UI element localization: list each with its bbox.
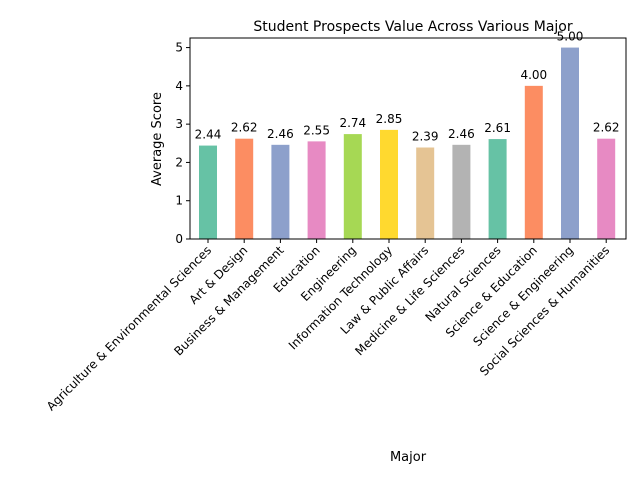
bar — [380, 129, 398, 239]
plot-area: 2.44 2.62 2.46 2.55 2.74 2.85 2.39 2.46 2.61 4.00… — [195, 30, 620, 240]
bar — [416, 147, 435, 239]
plot-frame — [189, 37, 627, 240]
bar-value-label: 2.55 — [303, 123, 330, 137]
bar-value-label: 2.62 — [231, 121, 258, 135]
y-tick-label: 3 — [175, 117, 183, 131]
y-axis: 0 1 2 3 4 5 — [175, 41, 190, 246]
bar — [199, 145, 217, 239]
bar-value-label: 2.39 — [412, 129, 439, 143]
bar — [597, 138, 616, 239]
x-tick-label: Agriculture & Environmental Sciences — [44, 243, 214, 413]
bar-value-label: 2.44 — [195, 128, 222, 142]
bar-value-label: 5.00 — [557, 30, 584, 44]
bar — [271, 144, 290, 239]
bar — [452, 144, 471, 239]
bar — [235, 138, 254, 239]
bar-value-label: 2.46 — [267, 127, 294, 141]
y-axis-label: Average Score — [150, 92, 165, 186]
bar — [488, 139, 507, 239]
bar — [307, 141, 326, 239]
x-axis-label: Major — [390, 450, 427, 465]
bar — [561, 47, 579, 240]
bar-value-label: 2.74 — [339, 116, 366, 130]
bar-value-label: 2.61 — [484, 121, 511, 135]
bar-value-label: 2.85 — [376, 112, 403, 126]
bar — [343, 134, 362, 239]
bar-value-label: 2.62 — [593, 121, 620, 135]
y-tick-label: 1 — [175, 194, 183, 208]
y-tick-label: 2 — [175, 155, 183, 169]
bar-value-label: 4.00 — [520, 68, 547, 82]
y-tick-label: 0 — [175, 232, 183, 246]
bar — [524, 85, 543, 239]
y-tick-label: 5 — [175, 41, 183, 55]
y-tick-label: 4 — [175, 79, 183, 93]
x-axis: Agriculture & Environmental SciencesArt … — [44, 239, 612, 414]
chart-title: Student Prospects Value Across Various M… — [253, 19, 572, 35]
bar-value-label: 2.46 — [448, 127, 475, 141]
